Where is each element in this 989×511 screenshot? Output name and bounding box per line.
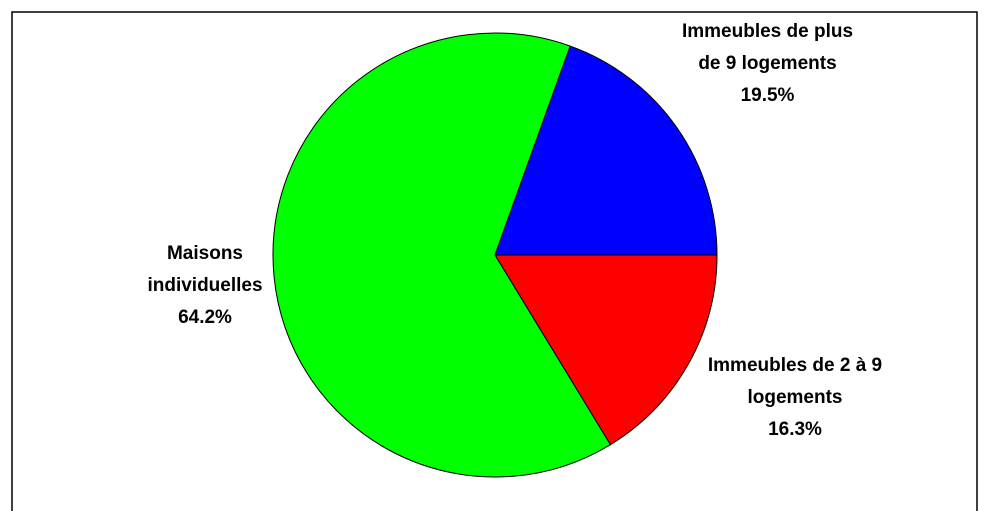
slice-label: Maisons individuelles 64.2% (135, 238, 275, 334)
pie-slice (494, 254, 718, 446)
value-label: 64.2% (178, 307, 232, 328)
category-label: Immeubles de 2 à 9 logements (707, 355, 883, 408)
category-label: Maisons individuelles (147, 243, 263, 296)
category-label: Immeubles de plus de 9 logements (681, 21, 854, 74)
value-label: 19.5% (740, 85, 795, 106)
slice-label: Immeubles de plus de 9 logements 19.5% (680, 16, 855, 112)
pie-slice (494, 45, 718, 256)
pie-slice (272, 32, 612, 478)
value-label: 16.3% (768, 419, 822, 440)
slice-label: Immeubles de 2 à 9 logements 16.3% (705, 350, 885, 446)
